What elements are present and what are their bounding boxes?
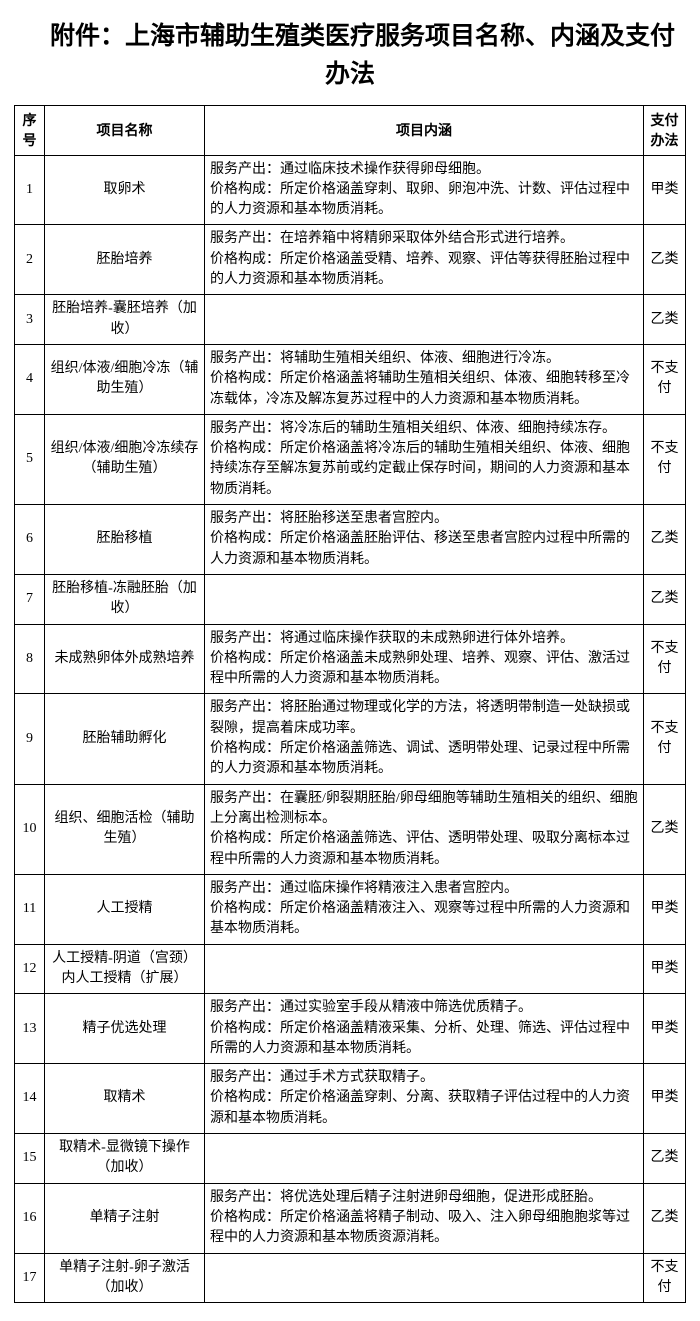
cell-name: 人工授精 [45,874,205,944]
cell-desc: 服务产出：通过手术方式获取精子。价格构成：所定价格涵盖穿刺、分离、获取精子评估过… [205,1064,644,1134]
cell-desc: 服务产出：通过实验室手段从精液中筛选优质精子。价格构成：所定价格涵盖精液采集、分… [205,994,644,1064]
cell-name: 胚胎移植 [45,505,205,575]
cell-pay: 不支付 [644,344,686,414]
table-header-row: 序号 项目名称 项目内涵 支付办法 [15,106,686,156]
cell-desc: 服务产出：将优选处理后精子注射进卵母细胞，促进形成胚胎。价格构成：所定价格涵盖将… [205,1183,644,1253]
col-header-desc: 项目内涵 [205,106,644,156]
table-row: 6胚胎移植服务产出：将胚胎移送至患者宫腔内。价格构成：所定价格涵盖胚胎评估、移送… [15,505,686,575]
cell-desc [205,295,644,345]
cell-name: 组织/体液/细胞冷冻续存（辅助生殖） [45,414,205,504]
cell-name: 单精子注射-卵子激活（加收） [45,1253,205,1303]
page-title: 附件：上海市辅助生殖类医疗服务项目名称、内涵及支付办法 [14,18,686,93]
table-row: 13精子优选处理服务产出：通过实验室手段从精液中筛选优质精子。价格构成：所定价格… [15,994,686,1064]
cell-desc: 服务产出：通过临床操作将精液注入患者宫腔内。价格构成：所定价格涵盖精液注入、观察… [205,874,644,944]
cell-pay: 不支付 [644,414,686,504]
cell-pay: 乙类 [644,225,686,295]
cell-desc: 服务产出：将冷冻后的辅助生殖相关组织、体液、细胞持续冻存。价格构成：所定价格涵盖… [205,414,644,504]
cell-pay: 乙类 [644,784,686,874]
cell-name: 组织/体液/细胞冷冻（辅助生殖） [45,344,205,414]
table-row: 5组织/体液/细胞冷冻续存（辅助生殖）服务产出：将冷冻后的辅助生殖相关组织、体液… [15,414,686,504]
table-row: 2胚胎培养服务产出：在培养箱中将精卵采取体外结合形式进行培养。价格构成：所定价格… [15,225,686,295]
cell-name: 胚胎培养 [45,225,205,295]
table-row: 3胚胎培养-囊胚培养（加收） 乙类 [15,295,686,345]
cell-no: 10 [15,784,45,874]
table-row: 8未成熟卵体外成熟培养服务产出：将通过临床操作获取的未成熟卵进行体外培养。价格构… [15,624,686,694]
cell-pay: 甲类 [644,944,686,994]
cell-name: 胚胎辅助孵化 [45,694,205,784]
cell-pay: 甲类 [644,874,686,944]
cell-no: 15 [15,1134,45,1184]
cell-pay: 甲类 [644,994,686,1064]
cell-desc: 服务产出：将辅助生殖相关组织、体液、细胞进行冷冻。价格构成：所定价格涵盖将辅助生… [205,344,644,414]
cell-desc: 服务产出：在培养箱中将精卵采取体外结合形式进行培养。价格构成：所定价格涵盖受精、… [205,225,644,295]
cell-pay: 乙类 [644,574,686,624]
cell-no: 9 [15,694,45,784]
table-row: 7胚胎移植-冻融胚胎（加收） 乙类 [15,574,686,624]
cell-desc: 服务产出：在囊胚/卵裂期胚胎/卵母细胞等辅助生殖相关的组织、细胞上分离出检测标本… [205,784,644,874]
cell-pay: 不支付 [644,624,686,694]
cell-no: 17 [15,1253,45,1303]
cell-pay: 乙类 [644,295,686,345]
services-table: 序号 项目名称 项目内涵 支付办法 1取卵术服务产出：通过临床技术操作获得卵母细… [14,105,686,1303]
cell-name: 取精术 [45,1064,205,1134]
table-row: 15取精术-显微镜下操作（加收） 乙类 [15,1134,686,1184]
cell-no: 3 [15,295,45,345]
cell-pay: 乙类 [644,1134,686,1184]
cell-desc [205,944,644,994]
cell-no: 11 [15,874,45,944]
cell-pay: 乙类 [644,505,686,575]
cell-no: 8 [15,624,45,694]
table-row: 1取卵术服务产出：通过临床技术操作获得卵母细胞。价格构成：所定价格涵盖穿刺、取卵… [15,155,686,225]
cell-name: 人工授精-阴道（宫颈）内人工授精（扩展） [45,944,205,994]
cell-pay: 甲类 [644,155,686,225]
cell-no: 6 [15,505,45,575]
cell-name: 未成熟卵体外成熟培养 [45,624,205,694]
table-row: 11人工授精服务产出：通过临床操作将精液注入患者宫腔内。价格构成：所定价格涵盖精… [15,874,686,944]
cell-desc: 服务产出：将通过临床操作获取的未成熟卵进行体外培养。价格构成：所定价格涵盖未成熟… [205,624,644,694]
cell-desc: 服务产出：将胚胎通过物理或化学的方法，将透明带制造一处缺损或裂隙，提高着床成功率… [205,694,644,784]
table-row: 10组织、细胞活检（辅助生殖）服务产出：在囊胚/卵裂期胚胎/卵母细胞等辅助生殖相… [15,784,686,874]
table-row: 9胚胎辅助孵化服务产出：将胚胎通过物理或化学的方法，将透明带制造一处缺损或裂隙，… [15,694,686,784]
cell-no: 5 [15,414,45,504]
table-row: 4组织/体液/细胞冷冻（辅助生殖）服务产出：将辅助生殖相关组织、体液、细胞进行冷… [15,344,686,414]
cell-desc [205,1134,644,1184]
cell-name: 胚胎培养-囊胚培养（加收） [45,295,205,345]
cell-no: 1 [15,155,45,225]
table-row: 17单精子注射-卵子激活（加收） 不支付 [15,1253,686,1303]
cell-name: 取卵术 [45,155,205,225]
cell-no: 13 [15,994,45,1064]
col-header-no: 序号 [15,106,45,156]
cell-no: 16 [15,1183,45,1253]
col-header-name: 项目名称 [45,106,205,156]
cell-pay: 不支付 [644,1253,686,1303]
cell-pay: 不支付 [644,694,686,784]
cell-pay: 甲类 [644,1064,686,1134]
cell-no: 4 [15,344,45,414]
cell-name: 取精术-显微镜下操作（加收） [45,1134,205,1184]
cell-name: 单精子注射 [45,1183,205,1253]
cell-desc: 服务产出：通过临床技术操作获得卵母细胞。价格构成：所定价格涵盖穿刺、取卵、卵泡冲… [205,155,644,225]
cell-name: 组织、细胞活检（辅助生殖） [45,784,205,874]
col-header-pay: 支付办法 [644,106,686,156]
cell-desc [205,574,644,624]
table-row: 12人工授精-阴道（宫颈）内人工授精（扩展） 甲类 [15,944,686,994]
cell-pay: 乙类 [644,1183,686,1253]
cell-no: 12 [15,944,45,994]
cell-no: 2 [15,225,45,295]
cell-name: 精子优选处理 [45,994,205,1064]
table-row: 16单精子注射服务产出：将优选处理后精子注射进卵母细胞，促进形成胚胎。价格构成：… [15,1183,686,1253]
cell-no: 7 [15,574,45,624]
cell-desc [205,1253,644,1303]
cell-no: 14 [15,1064,45,1134]
cell-name: 胚胎移植-冻融胚胎（加收） [45,574,205,624]
table-row: 14取精术服务产出：通过手术方式获取精子。价格构成：所定价格涵盖穿刺、分离、获取… [15,1064,686,1134]
cell-desc: 服务产出：将胚胎移送至患者宫腔内。价格构成：所定价格涵盖胚胎评估、移送至患者宫腔… [205,505,644,575]
